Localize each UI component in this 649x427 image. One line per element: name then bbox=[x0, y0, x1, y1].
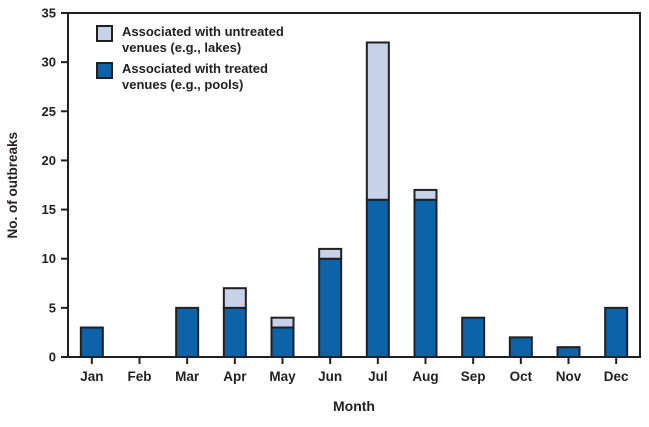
bar-jun-treated-segment bbox=[318, 257, 343, 359]
x-tick-label-aug: Aug bbox=[412, 369, 438, 384]
y-tick-label-10: 10 bbox=[42, 251, 56, 266]
bar-jun-untreated-segment bbox=[318, 247, 343, 260]
legend-label-treated-line2: venues (e.g., pools) bbox=[122, 77, 244, 92]
bar-may-untreated-segment bbox=[270, 316, 295, 329]
legend-item-untreated: Associated with untreated venues (e.g., … bbox=[96, 24, 284, 56]
x-tick-label-dec: Dec bbox=[604, 369, 629, 384]
bar-jul-treated-segment bbox=[365, 198, 390, 358]
legend-label-untreated: Associated with untreated venues (e.g., … bbox=[122, 24, 284, 56]
bar-jul-untreated-segment bbox=[365, 41, 390, 201]
x-tick-label-nov: Nov bbox=[556, 369, 582, 384]
y-tick-label-20: 20 bbox=[42, 153, 56, 168]
legend-label-untreated-line1: Associated with untreated bbox=[122, 24, 284, 39]
x-axis-title: Month bbox=[333, 398, 375, 414]
chart-legend: Associated with untreated venues (e.g., … bbox=[96, 24, 284, 93]
bar-aug-untreated-segment bbox=[413, 188, 438, 201]
plot-border bbox=[67, 12, 641, 358]
x-tick-label-feb: Feb bbox=[127, 369, 151, 384]
legend-label-treated: Associated with treated venues (e.g., po… bbox=[122, 61, 268, 93]
bar-nov-treated-segment bbox=[556, 346, 581, 358]
y-axis-title: No. of outbreaks bbox=[4, 131, 20, 239]
x-tick-label-apr: Apr bbox=[223, 369, 247, 384]
bar-sep-treated-segment bbox=[461, 316, 486, 358]
x-tick-label-jan: Jan bbox=[80, 369, 103, 384]
y-tick-label-30: 30 bbox=[42, 55, 56, 70]
bar-mar-treated-segment bbox=[175, 306, 200, 359]
x-tick-label-jul: Jul bbox=[368, 369, 388, 384]
y-tick-label-25: 25 bbox=[42, 104, 56, 119]
y-tick-label-0: 0 bbox=[49, 350, 56, 365]
y-tick-label-5: 5 bbox=[49, 300, 56, 315]
legend-swatch-treated bbox=[96, 62, 113, 79]
legend-label-treated-line1: Associated with treated bbox=[122, 61, 268, 76]
x-tick-label-oct: Oct bbox=[510, 369, 533, 384]
bar-oct-treated-segment bbox=[508, 336, 533, 359]
legend-item-treated: Associated with treated venues (e.g., po… bbox=[96, 61, 284, 93]
x-tick-label-sep: Sep bbox=[461, 369, 486, 384]
legend-label-untreated-line2: venues (e.g., lakes) bbox=[122, 40, 242, 55]
bar-apr-untreated-segment bbox=[222, 287, 247, 309]
x-tick-label-mar: Mar bbox=[175, 369, 200, 384]
x-tick-label-may: May bbox=[269, 369, 296, 384]
bar-may-treated-segment bbox=[270, 326, 295, 358]
bar-aug-treated-segment bbox=[413, 198, 438, 358]
bar-apr-treated-segment bbox=[222, 306, 247, 359]
bar-dec-treated-segment bbox=[604, 306, 629, 359]
y-axis-title-wrap: No. of outbreaks bbox=[0, 13, 24, 357]
legend-swatch-untreated bbox=[96, 25, 113, 42]
y-tick-label-15: 15 bbox=[42, 202, 56, 217]
bar-jan-treated-segment bbox=[79, 326, 104, 358]
x-tick-label-jun: Jun bbox=[318, 369, 342, 384]
y-tick-label-35: 35 bbox=[42, 6, 56, 21]
